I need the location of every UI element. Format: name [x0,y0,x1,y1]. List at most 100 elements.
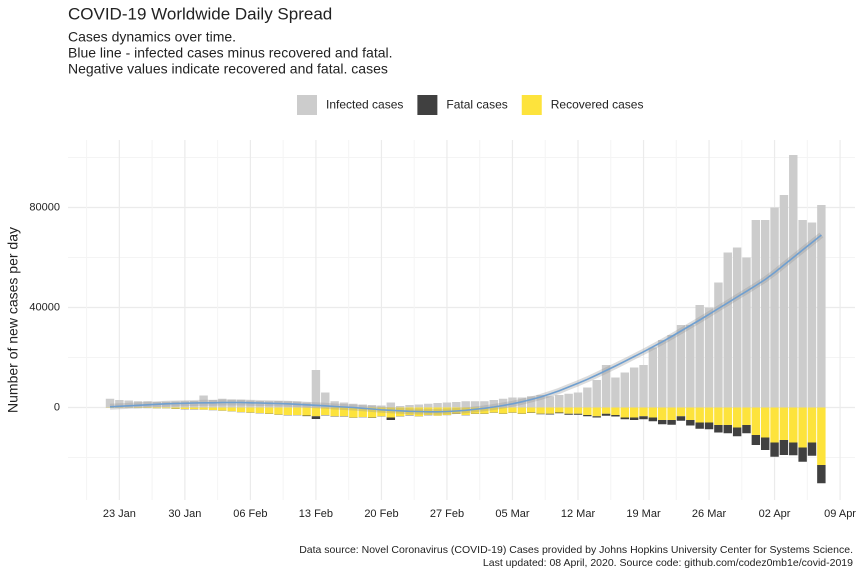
bar [555,407,564,413]
bar [302,407,311,416]
bar [498,407,508,414]
bar [236,399,246,408]
bar [536,407,545,414]
bar [358,407,367,417]
bar [171,401,180,408]
bar [714,407,723,425]
bar [292,407,302,415]
bar [798,220,807,408]
y-tick-label: 80000 [29,201,60,213]
bar [798,407,807,448]
bar [695,407,704,423]
bar [760,407,770,438]
bar [564,407,573,414]
bar [161,401,171,408]
bar [732,247,742,408]
bar [508,407,517,413]
bar [760,437,770,450]
subtitle: Cases dynamics over time. [68,29,236,45]
bar [236,407,246,412]
bar [461,407,470,415]
bar [545,407,555,414]
bar [171,407,180,409]
bar [798,447,807,462]
bar [321,407,330,415]
bar [414,404,424,408]
bar [526,396,536,408]
bar [601,365,611,408]
bar [489,400,498,408]
bar [255,401,264,408]
bar [751,407,761,435]
bar [742,425,751,434]
bar [592,416,601,418]
bar [583,407,592,415]
bar [611,415,620,417]
bar [583,387,592,408]
x-tick-label: 30 Jan [168,508,201,520]
bar [255,407,264,413]
bar [723,252,732,408]
bar [321,392,330,408]
bar [751,435,761,445]
bar [208,407,218,410]
x-tick-label: 23 Jan [103,508,136,520]
bar [349,407,358,418]
x-tick-label: 05 Mar [495,508,530,520]
x-tick-label: 26 Mar [692,508,727,520]
bar [770,407,779,443]
x-tick-label: 13 Feb [299,508,333,520]
bar [639,407,648,417]
bar [508,397,517,408]
bar [489,407,498,413]
bar [498,398,508,408]
bar [377,407,386,417]
legend-key [521,95,542,115]
bar [386,402,396,408]
bar [564,393,573,408]
subtitle: Negative values indicate recovered and f… [68,61,388,77]
bar [789,155,798,408]
bar [452,402,461,408]
bar [817,465,826,484]
bar [620,407,630,418]
bar [676,407,686,417]
bar [779,407,789,440]
bar [339,407,349,417]
bar [620,372,630,408]
bar [770,207,779,408]
bar [583,415,592,417]
bar [620,417,630,420]
x-tick-label: 19 Mar [626,508,661,520]
y-axis-label: Number of new cases per day [5,227,21,413]
bar [311,416,321,419]
bar [704,407,714,423]
bar [760,220,770,408]
bar [779,440,789,455]
x-tick-label: 12 Mar [561,508,596,520]
bar [161,407,171,409]
bar [658,340,667,408]
bar [424,403,433,408]
bar [611,407,620,415]
legend-key [417,95,438,115]
plot [105,155,826,484]
bar [246,400,255,408]
bar [592,380,601,408]
bar [395,406,405,408]
bar [190,401,199,408]
bar [377,405,386,408]
bar [386,407,396,418]
bar [732,407,742,428]
bar [667,407,676,420]
bar [227,399,236,408]
bar [686,407,695,420]
bar [480,401,489,408]
bar [817,205,826,408]
bar [686,420,695,426]
bar [358,404,367,408]
bar [470,401,480,408]
bar [601,407,611,414]
bar [714,282,723,408]
